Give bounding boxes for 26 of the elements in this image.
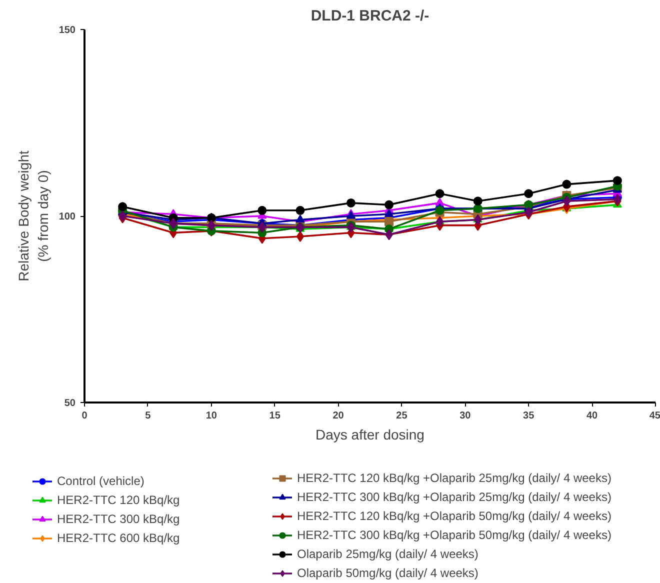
x-tick-label: 35 (523, 410, 535, 422)
x-axis-title: Days after dosing (316, 426, 424, 442)
chart-title: DLD-1 BRCA2 -/- (310, 8, 430, 24)
legend-label: HER2-TTC 300 kBq/kg +Olaparib 50mg/kg (daily/ 4 weeks) (297, 528, 612, 542)
y-tick-label: 50 (64, 398, 76, 409)
y-tick-label: 150 (58, 25, 76, 36)
x-tick-label: 30 (460, 410, 472, 422)
legend-label: HER2-TTC 600 kBq/kg (57, 531, 180, 545)
legend-label: Olaparib 25mg/kg (daily/ 4 weeks) (297, 547, 478, 561)
legend-label: HER2-TTC 120 kBq/kg (57, 493, 180, 507)
x-tick-label: 40 (586, 410, 598, 422)
x-tick-label: 45 (649, 410, 660, 422)
x-tick-label: 25 (396, 410, 408, 422)
x-tick-label: 20 (332, 410, 344, 422)
legend-label: HER2-TTC 120 kBq/kg +Olaparib 50mg/kg (daily/ 4 weeks) (297, 509, 612, 523)
legend-label: HER2-TTC 300 kBq/kg (57, 512, 180, 526)
legend-label: HER2-TTC 120 kBq/kg +Olaparib 25mg/kg (daily/ 4 weeks) (297, 471, 612, 485)
legend-label: HER2-TTC 300 kBq/kg +Olaparib 25mg/kg (daily/ 4 weeks) (297, 490, 612, 504)
legend-label: Olaparib 50mg/kg (daily/ 4 weeks) (297, 566, 478, 580)
x-tick-label: 10 (206, 410, 218, 422)
legend-label: Control (vehicle) (57, 474, 144, 488)
y-axis-title: Relative Body weight (% from day 0) (16, 150, 51, 282)
x-tick-label: 0 (82, 410, 88, 422)
x-tick-label: 5 (145, 410, 152, 422)
y-tick-label: 100 (58, 212, 76, 222)
x-tick-label: 15 (269, 410, 281, 422)
